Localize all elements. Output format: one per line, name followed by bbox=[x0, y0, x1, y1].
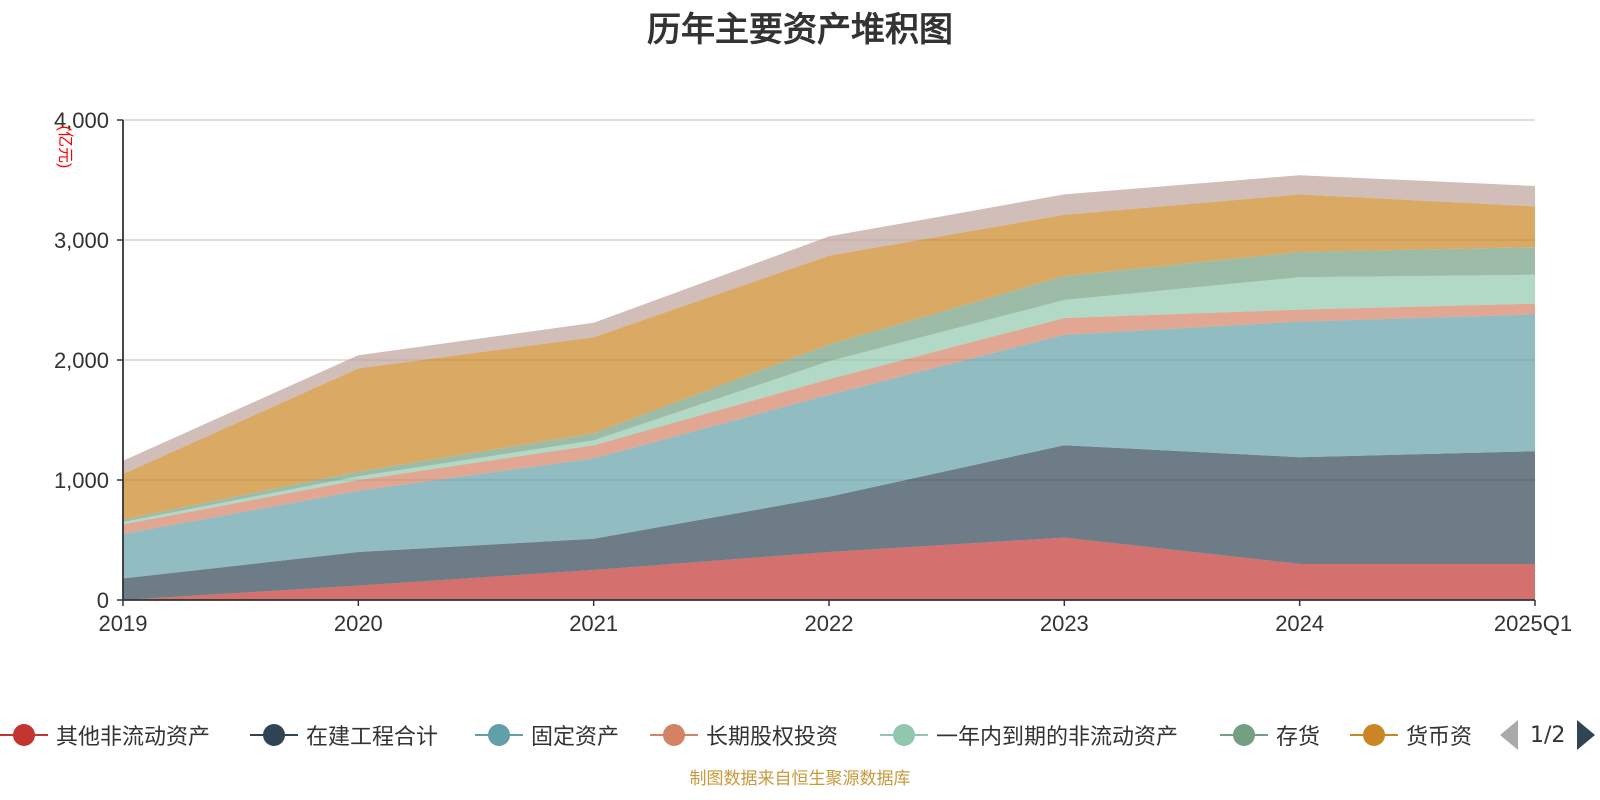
x-tick-label: 2024 bbox=[1275, 611, 1324, 636]
x-tick-label: 2022 bbox=[805, 611, 854, 636]
x-tick-label: 2021 bbox=[569, 611, 618, 636]
legend-item[interactable]: 其他非流动资产 bbox=[0, 718, 210, 752]
x-tick-label: 2019 bbox=[99, 611, 148, 636]
y-tick-label: 3,000 bbox=[54, 228, 109, 253]
legend-label: 货币资 bbox=[1406, 725, 1473, 750]
legend-label: 一年内到期的非流动资产 bbox=[936, 725, 1179, 750]
legend-item[interactable]: 固定资产 bbox=[475, 718, 619, 752]
legend-label: 其他非流动资产 bbox=[56, 725, 211, 750]
area-series-固定资产[interactable] bbox=[123, 314, 1535, 579]
legend-item[interactable]: 在建工程合计 bbox=[250, 718, 438, 752]
legend-marker-icon bbox=[1350, 718, 1398, 752]
area-series bbox=[123, 175, 1535, 600]
x-tick-label: 2025Q1 bbox=[1494, 611, 1572, 636]
legend-item[interactable]: 长期股权投资 bbox=[650, 718, 838, 752]
legend-pager: 1/2 bbox=[1500, 718, 1596, 752]
legend-next-page-icon[interactable] bbox=[1577, 720, 1596, 750]
x-tick-label: 2023 bbox=[1040, 611, 1089, 636]
x-tick-label: 2020 bbox=[334, 611, 383, 636]
legend-marker-icon bbox=[650, 718, 698, 752]
y-axis-unit-label: (亿元) bbox=[56, 126, 74, 169]
area-series-在建工程合计[interactable] bbox=[123, 445, 1535, 600]
y-tick-label: 4,000 bbox=[54, 108, 109, 133]
legend-marker-icon bbox=[250, 718, 298, 752]
y-tick-label: 2,000 bbox=[54, 348, 109, 373]
legend-marker-icon bbox=[475, 718, 523, 752]
y-tick-label: 1,000 bbox=[54, 468, 109, 493]
chart-title: 历年主要资产堆积图 bbox=[647, 10, 953, 50]
area-series-一年内到期的非流动资产[interactable] bbox=[123, 274, 1535, 525]
area-series-存货[interactable] bbox=[123, 247, 1535, 522]
legend-marker-icon bbox=[0, 718, 48, 752]
legend-item[interactable]: 一年内到期的非流动资产 bbox=[880, 718, 1178, 752]
axes: 0 1,000 2,000 3,000 4,000 2019 2020 2021 2022 202… bbox=[54, 108, 1572, 636]
legend-prev-page-icon[interactable] bbox=[1500, 720, 1518, 750]
legend-marker-icon bbox=[1220, 718, 1268, 752]
legend-page-indicator: 1/2 bbox=[1530, 722, 1566, 748]
legend-item[interactable]: 存货 bbox=[1220, 718, 1320, 752]
legend-label: 长期股权投资 bbox=[706, 725, 839, 750]
legend-item[interactable]: 货币资 bbox=[1350, 718, 1472, 752]
legend-label: 固定资产 bbox=[531, 725, 620, 750]
legend: 其他非流动资产 在建工程合计 固定资产 长期股权投资 一年内到期的非流动资产 存货 货币资 bbox=[0, 718, 1600, 752]
area-series-货币资金[interactable] bbox=[123, 194, 1535, 520]
legend-label: 存货 bbox=[1276, 725, 1321, 750]
source-note: 制图数据来自恒生聚源数据库 bbox=[689, 769, 911, 789]
y-tick-label: 0 bbox=[97, 588, 109, 613]
area-series-其他非流动资产[interactable] bbox=[123, 537, 1535, 600]
legend-marker-icon bbox=[880, 718, 928, 752]
legend-label: 在建工程合计 bbox=[306, 725, 439, 750]
